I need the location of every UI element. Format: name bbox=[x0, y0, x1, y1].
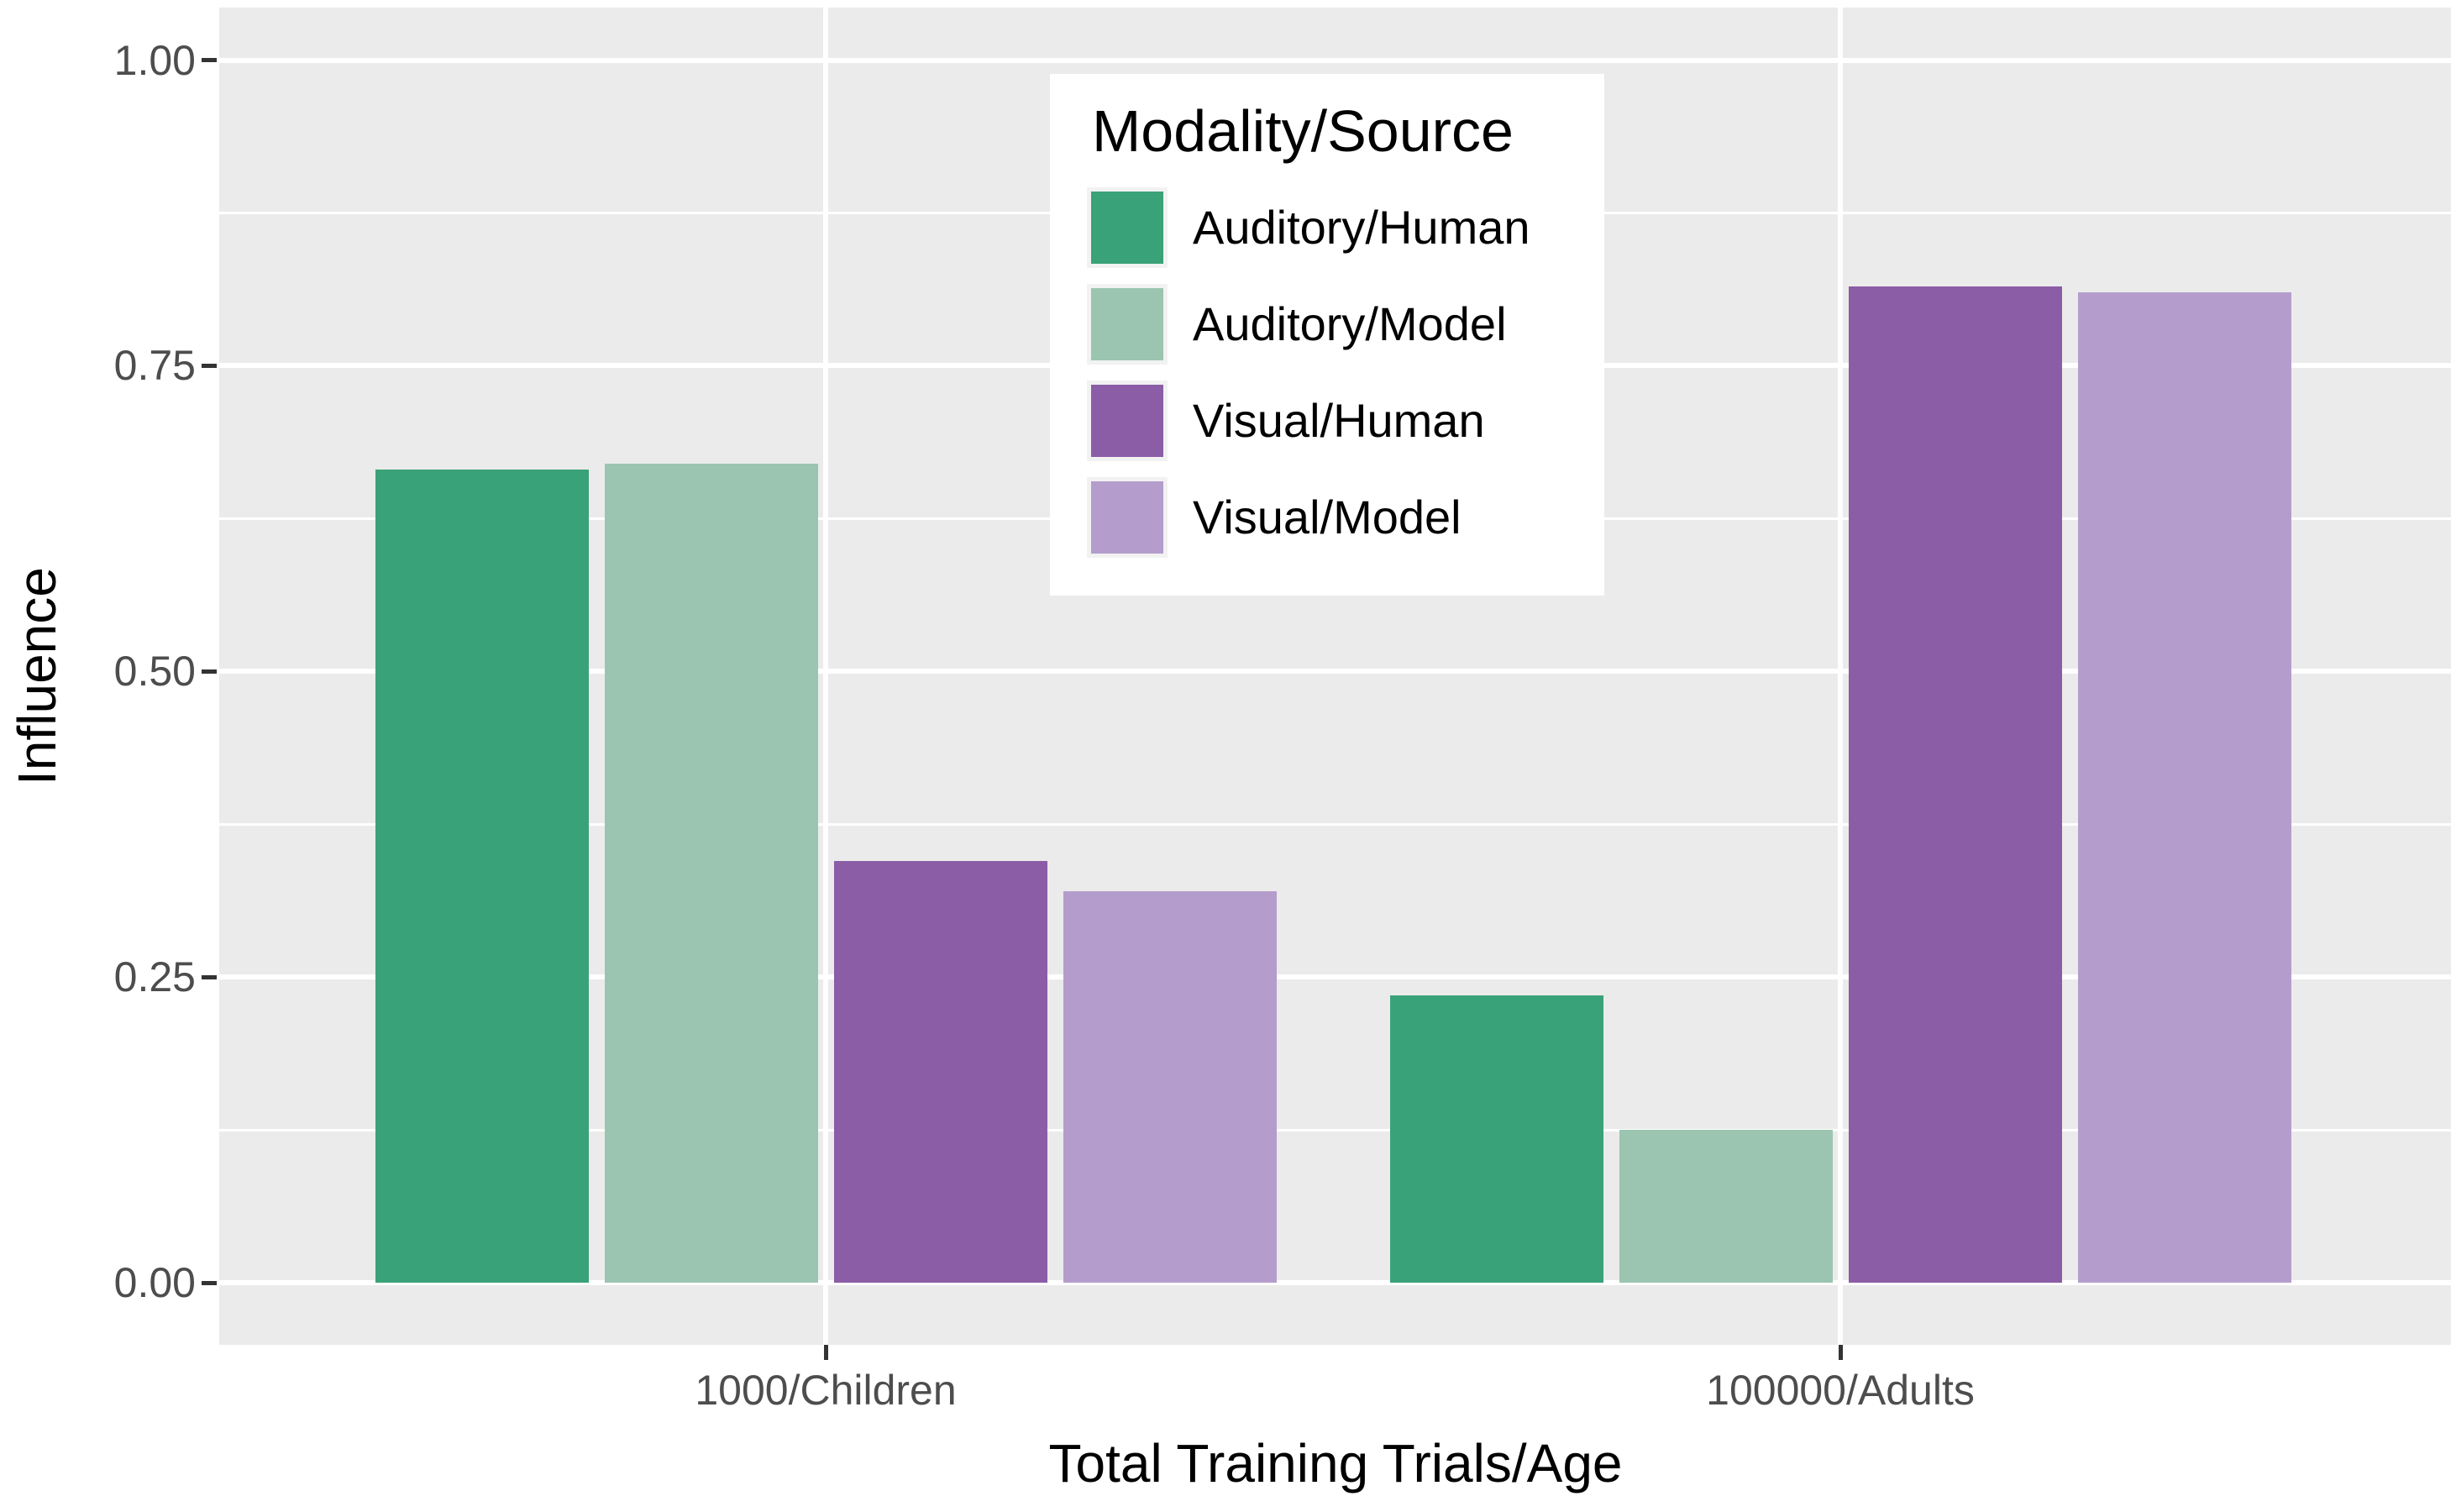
x-tick-mark bbox=[823, 1345, 828, 1360]
y-axis-title: Influence bbox=[7, 567, 67, 785]
legend-label: Auditory/Model bbox=[1193, 297, 1507, 350]
x-tick-label: 100000/Adults bbox=[1706, 1367, 1975, 1414]
major-gridline bbox=[219, 1280, 2451, 1285]
major-gridline-vertical bbox=[823, 8, 828, 1345]
legend-item: Auditory/Model bbox=[1087, 283, 1604, 365]
y-tick-mark bbox=[202, 363, 217, 368]
legend-swatch-Visual/Model bbox=[1091, 480, 1163, 554]
y-tick-label: 1.00 bbox=[113, 36, 196, 84]
legend-key bbox=[1087, 380, 1168, 461]
legend-box: Modality/Source Auditory/Human Auditory/M… bbox=[1050, 74, 1604, 596]
legend-title: Modality/Source bbox=[1092, 98, 1514, 164]
major-gridline bbox=[219, 669, 2451, 675]
major-gridline bbox=[219, 974, 2451, 980]
legend-key bbox=[1087, 283, 1168, 365]
bar-100000/Adults-Visual/Model bbox=[2077, 292, 2291, 1283]
legend-item: Auditory/Human bbox=[1087, 186, 1604, 268]
bar-1000/Children-Visual/Model bbox=[1063, 891, 1277, 1283]
y-tick-mark bbox=[202, 669, 217, 674]
bar-100000/Adults-Auditory/Human bbox=[1389, 995, 1603, 1283]
legend-key bbox=[1087, 186, 1168, 268]
legend-label: Visual/Model bbox=[1193, 490, 1462, 543]
y-tick-label: 0.50 bbox=[113, 648, 196, 696]
minor-gridline bbox=[219, 822, 2451, 826]
bar-1000/Children-Auditory/Model bbox=[604, 463, 818, 1283]
bar-100000/Adults-Auditory/Model bbox=[1619, 1130, 1833, 1283]
x-tick-label: 1000/Children bbox=[695, 1367, 957, 1414]
minor-gridline bbox=[219, 1128, 2451, 1131]
legend-item: Visual/Human bbox=[1087, 380, 1604, 461]
legend-swatch-Auditory/Human bbox=[1091, 191, 1163, 264]
bar-100000/Adults-Visual/Human bbox=[1848, 286, 2062, 1283]
major-gridline-vertical bbox=[1838, 8, 1843, 1345]
y-tick-label: 0.00 bbox=[113, 1259, 196, 1306]
legend-swatch-Visual/Human bbox=[1091, 384, 1163, 457]
y-tick-mark bbox=[202, 58, 217, 62]
legend-swatch-Auditory/Model bbox=[1091, 287, 1163, 360]
legend-item: Visual/Model bbox=[1087, 476, 1604, 558]
x-tick-mark bbox=[1838, 1345, 1843, 1360]
x-axis-title: Total Training Trials/Age bbox=[1048, 1433, 1623, 1494]
legend-items: Auditory/Human Auditory/Model Visual/Human… bbox=[1087, 186, 1604, 558]
y-tick-label: 0.25 bbox=[113, 953, 196, 1001]
major-gridline bbox=[219, 57, 2451, 63]
y-tick-label: 0.75 bbox=[113, 342, 196, 390]
y-tick-mark bbox=[202, 974, 217, 979]
legend-key bbox=[1087, 476, 1168, 558]
bar-1000/Children-Auditory/Human bbox=[375, 470, 589, 1283]
legend-label: Visual/Human bbox=[1193, 393, 1485, 447]
legend-label: Auditory/Human bbox=[1193, 200, 1530, 254]
bar-1000/Children-Visual/Human bbox=[833, 860, 1047, 1283]
y-tick-mark bbox=[202, 1280, 217, 1285]
